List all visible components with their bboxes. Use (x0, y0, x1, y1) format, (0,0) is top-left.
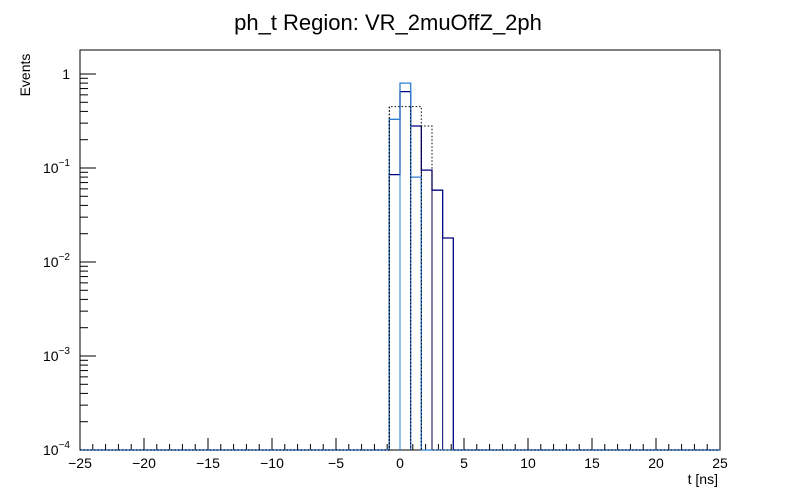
y-tick-label: 10−1 (43, 158, 70, 176)
x-tick-label: 5 (460, 455, 468, 471)
x-axis-label: t [ns] (688, 471, 718, 487)
x-tick-label: −15 (196, 455, 220, 471)
x-tick-label: 25 (712, 455, 728, 471)
x-tick-label: 0 (396, 455, 404, 471)
histogram-series (80, 82, 720, 451)
x-tick-label: −10 (260, 455, 284, 471)
y-tick-label: 10−2 (43, 252, 70, 270)
y-tick-label: 10−4 (43, 440, 70, 458)
x-tick-label: −20 (132, 455, 156, 471)
x-tick-label: −25 (68, 455, 92, 471)
y-tick-label: 10−3 (43, 346, 70, 364)
y-tick-label: 1 (62, 66, 70, 82)
chart-title: ph_t Region: VR_2muOffZ_2ph (234, 10, 542, 35)
x-tick-label: −5 (328, 455, 344, 471)
x-tick-label: 15 (584, 455, 600, 471)
axis-ticks: −25 −20 −15 −10 −5 0 5 10 15 20 25 1 10−1 10−2 10−3 10−… (43, 66, 728, 471)
y-axis-label: Events (17, 54, 33, 97)
x-tick-label: 20 (648, 455, 664, 471)
x-tick-label: 10 (520, 455, 536, 471)
